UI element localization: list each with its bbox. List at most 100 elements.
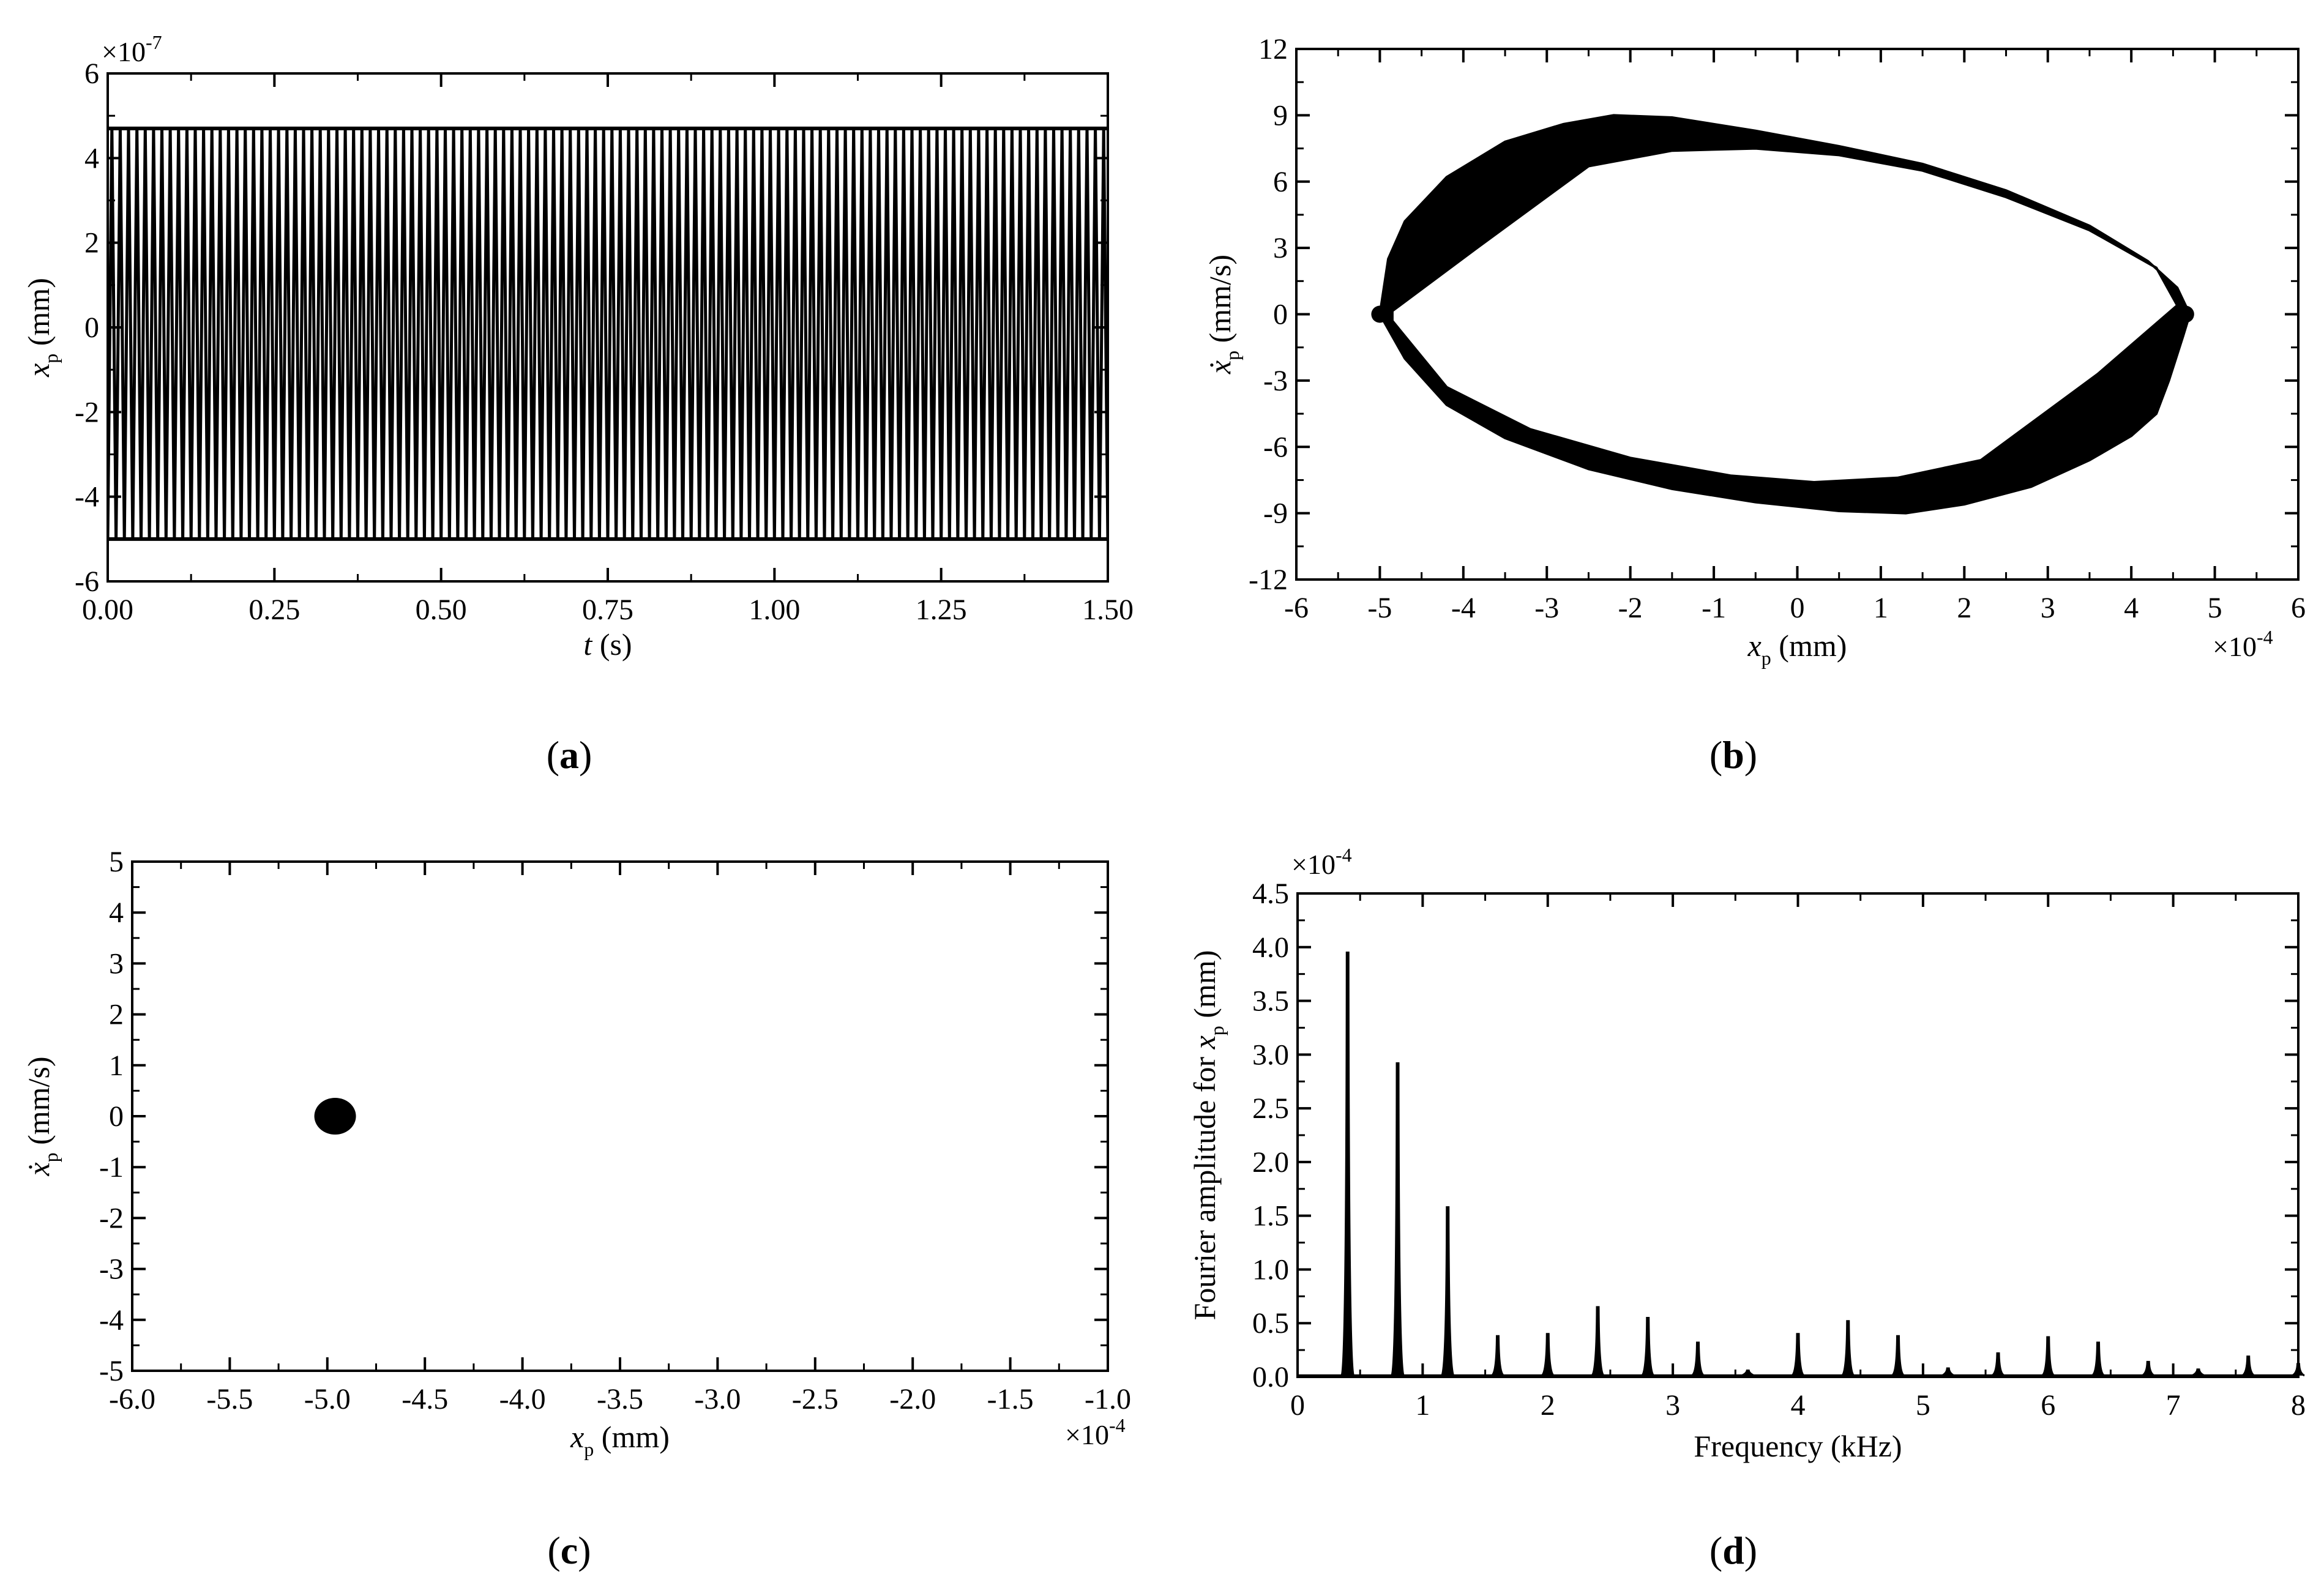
x-axis-label: t (s) xyxy=(583,627,632,662)
y-tick-label: -2 xyxy=(75,396,99,428)
panel-label-letter: d xyxy=(1722,1529,1744,1572)
panel-d-spectrum: 0 1 2 3 4 5 6 7 8 0.0 0.5 1.0 1.5 2.0 2.5 3.0 3.5 4.0 4.5 F… xyxy=(1187,844,2306,1572)
series-clip xyxy=(108,126,1108,541)
y-tick-label: -3 xyxy=(1263,365,1288,397)
plot-frame xyxy=(131,860,1109,1372)
x-multiplier-base: ×10 xyxy=(1065,1419,1109,1450)
x-tick-label: 0.00 xyxy=(82,594,133,626)
panel-label-paren: ) xyxy=(579,733,592,777)
x-tick-label: 4 xyxy=(1791,1389,1806,1422)
spectrum-peak xyxy=(1891,1335,1905,1377)
panel-label-paren: ) xyxy=(1744,733,1757,777)
y-axis-label-main: Fourier amplitude for xyxy=(1187,1049,1222,1320)
panel-label-letter: c xyxy=(561,1529,578,1572)
spectrum-peak xyxy=(2241,1355,2255,1377)
y-tick-label: -6 xyxy=(1263,431,1288,463)
y-axis-label-sub: p xyxy=(1221,351,1243,360)
spectrum-peak xyxy=(1991,1352,2005,1377)
x-tick-label: -2 xyxy=(1618,592,1643,624)
x-tick-label: 1 xyxy=(1874,592,1888,624)
spectrum-peak xyxy=(1591,1306,1605,1377)
trajectory-endpoint-right xyxy=(2176,305,2194,323)
poincare-point xyxy=(314,1098,356,1135)
spectrum-peak xyxy=(1941,1367,1955,1377)
y-tick-label: 2.0 xyxy=(1252,1146,1289,1179)
panel-label: (d) xyxy=(1709,1529,1757,1572)
panel-label-paren: ) xyxy=(578,1529,591,1572)
y-tick-label: 2.5 xyxy=(1252,1092,1289,1125)
spectrum-peak xyxy=(2141,1360,2155,1377)
x-tick-label: 1.25 xyxy=(916,594,967,626)
panel-label: (b) xyxy=(1709,733,1757,777)
x-axis-label-main: Frequency xyxy=(1694,1429,1823,1463)
x-tick-label: 0 xyxy=(1290,1389,1305,1422)
x-tick-label: 0.25 xyxy=(248,594,300,626)
x-tick-label: 7 xyxy=(2166,1389,2181,1422)
y-tick-label: -3 xyxy=(99,1253,124,1286)
y-tick-label: -12 xyxy=(1249,564,1288,596)
spectrum-peak xyxy=(1791,1333,1805,1377)
y-tick-label: 5 xyxy=(109,846,124,878)
y-tick-label: 6 xyxy=(1273,166,1288,198)
x-axis-label-unit: (mm) xyxy=(594,1420,670,1454)
y-tick-label: 2 xyxy=(109,999,124,1031)
panel-label-letter: a xyxy=(559,733,579,777)
panel-label: (c) xyxy=(547,1529,591,1572)
x-axis-label-sub: p xyxy=(584,1438,594,1460)
spectrum-peak xyxy=(1691,1341,1705,1377)
y-tick-label: 3 xyxy=(109,947,124,980)
x-tick-label: -2.0 xyxy=(889,1383,936,1415)
y-multiplier: ×10-4 xyxy=(1291,844,1352,880)
panel-label-paren: ( xyxy=(547,733,559,777)
panel-label-paren: ( xyxy=(1709,1529,1722,1572)
plot-frame xyxy=(106,72,1109,583)
trajectory-band xyxy=(1378,114,2191,515)
spectrum-peak xyxy=(1391,1062,1405,1377)
y-multiplier: ×10-7 xyxy=(102,31,162,67)
y-axis-label-unit: (mm/s) xyxy=(1203,255,1237,351)
y-tick-label: 4 xyxy=(84,142,99,174)
y-tick-label: -4 xyxy=(99,1304,124,1337)
panel-label-paren: ) xyxy=(1744,1529,1757,1572)
plot-frame xyxy=(1296,892,2300,1378)
x-multiplier-base: ×10 xyxy=(2213,631,2257,662)
y-axis-label-main: ẋ xyxy=(1203,360,1237,375)
y-tick-label: 0.0 xyxy=(1252,1361,1289,1393)
y-tick-label: 0.5 xyxy=(1252,1307,1289,1340)
x-tick-label: 2 xyxy=(1541,1389,1555,1422)
y-axis-label: ẋp (mm/s) xyxy=(1203,255,1243,375)
y-axis-label-unit: (mm) xyxy=(21,278,56,354)
x-tick-label: -1.0 xyxy=(1085,1383,1131,1415)
panel-label-letter: b xyxy=(1722,733,1744,777)
panel-label: (a) xyxy=(547,733,592,777)
series-line xyxy=(108,128,1108,539)
y-axis-label-unit: (mm) xyxy=(1187,950,1222,1026)
x-axis-label-sub: p xyxy=(1762,647,1771,669)
x-tick-label: 3 xyxy=(2041,592,2055,624)
y-axis-label-sub: p xyxy=(40,354,62,363)
y-multiplier-base: ×10 xyxy=(102,36,146,67)
y-axis-label-main: x xyxy=(21,363,56,378)
x-multiplier-exp: -4 xyxy=(2257,626,2273,648)
x-tick-label: 0.75 xyxy=(582,594,633,626)
x-tick-label: -4 xyxy=(1451,592,1476,624)
y-tick-label: 6 xyxy=(84,58,99,90)
spectrum-peak xyxy=(2041,1336,2055,1377)
x-tick-label: -4.5 xyxy=(402,1383,448,1415)
x-tick-label: 6 xyxy=(2041,1389,2055,1422)
x-tick-label: -6 xyxy=(1284,592,1309,624)
x-axis-label-unit: (kHz) xyxy=(1823,1429,1902,1463)
y-axis-label-sub: p xyxy=(1206,1026,1228,1035)
x-axis-label-unit: (mm) xyxy=(1771,628,1847,663)
y-tick-label: 1.5 xyxy=(1252,1200,1289,1232)
panel-a-time-series: 0.00 0.25 0.50 0.75 1.00 1.25 1.50 -6 -4 -2 0 2 4 6 t … xyxy=(21,31,1134,777)
y-tick-label: 0 xyxy=(84,311,99,344)
panel-label-paren: ( xyxy=(547,1529,560,1572)
x-tick-label: 1.00 xyxy=(749,594,800,626)
x-tick-label: 1 xyxy=(1415,1389,1430,1422)
x-tick-label: -5.0 xyxy=(304,1383,351,1415)
x-tick-label: -1 xyxy=(1702,592,1726,624)
y-tick-label: 3 xyxy=(1273,232,1288,264)
x-multiplier: ×10-4 xyxy=(1065,1414,1126,1450)
